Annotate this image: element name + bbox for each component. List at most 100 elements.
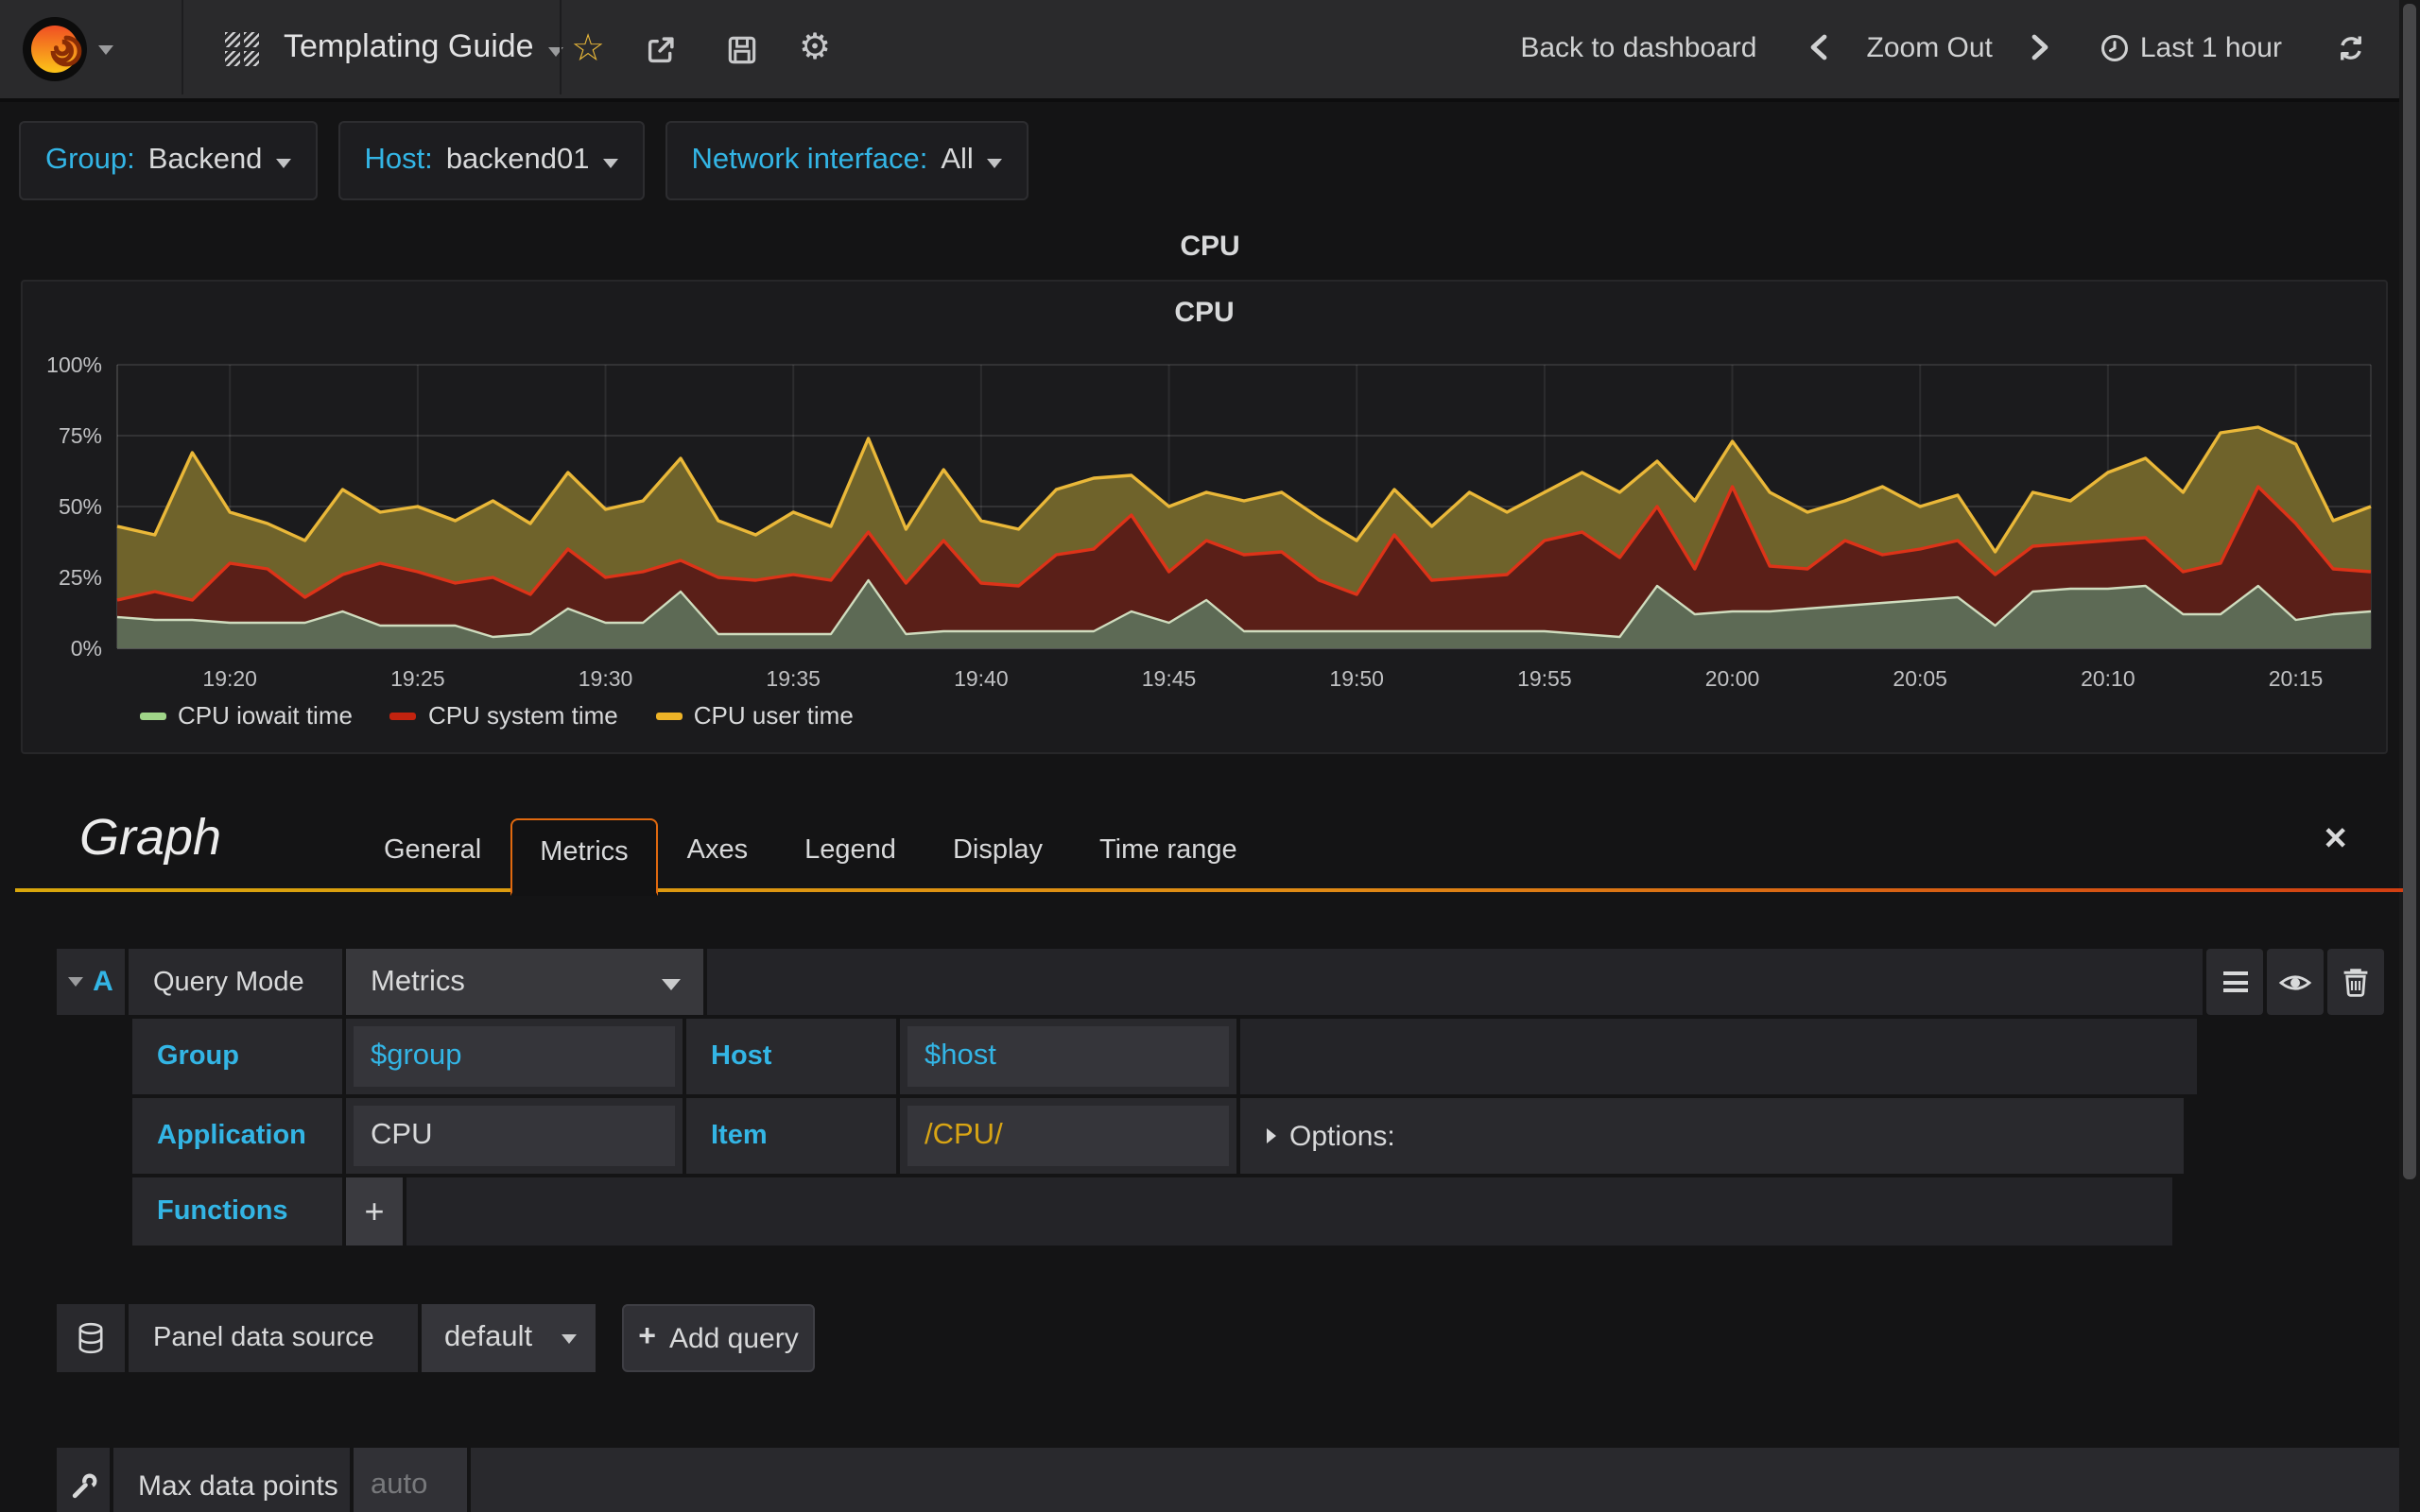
query-mode-select[interactable]: Metrics (346, 949, 703, 1015)
chevron-down-icon (275, 158, 291, 167)
share-icon[interactable] (641, 30, 679, 68)
group-value: $group (354, 1026, 675, 1087)
svg-text:100%: 100% (46, 357, 102, 377)
chevron-down-icon (662, 978, 681, 989)
item-field[interactable]: /CPU/ (900, 1098, 1236, 1174)
time-range-picker[interactable]: Last 1 hour (2099, 31, 2282, 63)
row-spacer (471, 1448, 2420, 1512)
max-data-points-row: Max data points (57, 1448, 2420, 1512)
save-icon[interactable] (722, 30, 760, 68)
chevron-right-icon (1267, 1128, 1276, 1143)
variable-label: Group: (45, 144, 135, 176)
add-function-button[interactable]: + (346, 1177, 403, 1246)
svg-text:19:50: 19:50 (1329, 666, 1384, 691)
tab-general[interactable]: General (384, 835, 482, 866)
clock-icon (2100, 34, 2128, 60)
query-collapse-toggle[interactable]: A (57, 949, 125, 1015)
tab-time-range[interactable]: Time range (1099, 835, 1237, 866)
panel-row-title[interactable]: CPU (1180, 231, 1240, 263)
chevron-down-icon (602, 158, 618, 167)
tab-legend[interactable]: Legend (804, 835, 896, 866)
host-field[interactable]: $host (900, 1019, 1236, 1094)
variable-host[interactable]: Host: backend01 (337, 121, 645, 200)
variable-network-interface[interactable]: Network interface: All (665, 121, 1028, 200)
datasource-label: Panel data source (129, 1304, 418, 1372)
datasource-row: Panel data source default + Add query (57, 1304, 815, 1372)
max-data-points-input[interactable] (354, 1469, 467, 1503)
query-mode-label: Query Mode (129, 949, 342, 1015)
options-toggle[interactable]: Options: (1240, 1098, 2184, 1174)
application-label: Application (132, 1098, 342, 1174)
panel-title[interactable]: CPU (1174, 297, 1235, 329)
group-field[interactable]: $group (346, 1019, 683, 1094)
series-swatch (389, 712, 417, 719)
query-mode-value: Metrics (371, 965, 465, 997)
svg-text:20:05: 20:05 (1893, 666, 1947, 691)
host-label: Host (686, 1019, 896, 1094)
query-row-application-item: Application CPU Item /CPU/ Options: (132, 1098, 2184, 1174)
navbar: Templating Guide ☆ ⚙ Back to dashboard Z… (0, 0, 2420, 102)
scrollbar[interactable] (2399, 0, 2420, 1512)
cpu-chart[interactable]: 0% 25% 50% 75% 100% 19:20 19:25 19:30 19:35 19:40… (26, 357, 2382, 694)
wrench-icon (71, 1472, 96, 1498)
application-value: CPU (354, 1106, 675, 1166)
variable-group[interactable]: Group: Backend (19, 121, 318, 200)
query-row-a: A Query Mode Metrics (57, 949, 2384, 1015)
svg-text:19:20: 19:20 (202, 666, 257, 691)
svg-text:19:35: 19:35 (766, 666, 821, 691)
chart-legend: CPU iowait time CPU system time CPU user… (140, 701, 854, 730)
tab-axes[interactable]: Axes (686, 835, 749, 866)
plus-icon: + (638, 1321, 656, 1353)
zoom-out-button[interactable]: Zoom Out (1866, 31, 1993, 63)
group-label: Group (132, 1019, 342, 1094)
datasource-icon-cell (57, 1304, 125, 1372)
panel-editor-header: Graph General Metrics Axes Legend Displa… (0, 794, 2420, 896)
divider (560, 0, 562, 94)
svg-text:19:55: 19:55 (1517, 666, 1572, 691)
svg-text:50%: 50% (59, 494, 102, 519)
max-data-points-field[interactable] (354, 1448, 467, 1512)
tab-metrics[interactable]: Metrics (510, 818, 659, 896)
svg-text:19:25: 19:25 (390, 666, 445, 691)
gear-icon[interactable]: ⚙ (798, 28, 832, 68)
back-to-dashboard-button[interactable]: Back to dashboard (1520, 31, 1757, 63)
series-label: CPU system time (427, 701, 618, 730)
row-spacer (1240, 1019, 2197, 1094)
query-delete-button[interactable] (2327, 949, 2384, 1015)
close-icon[interactable]: ✕ (2323, 824, 2348, 856)
dashboard-title[interactable]: Templating Guide (284, 28, 534, 64)
datasource-select[interactable]: default (422, 1304, 596, 1372)
chevron-down-icon (986, 158, 1002, 167)
query-row-group-host: Group $group Host $host (132, 1019, 2197, 1094)
item-value: /CPU/ (908, 1106, 1229, 1166)
legend-item[interactable]: CPU user time (655, 701, 854, 730)
grafana-logo[interactable] (19, 13, 113, 85)
item-label: Item (686, 1098, 896, 1174)
svg-text:20:00: 20:00 (1705, 666, 1760, 691)
time-shift-left-button[interactable] (1806, 32, 1833, 62)
variable-label: Network interface: (691, 144, 928, 176)
legend-item[interactable]: CPU system time (389, 701, 618, 730)
scrollbar-thumb[interactable] (2403, 4, 2416, 1179)
time-shift-right-button[interactable] (2027, 32, 2053, 62)
query-row-functions: Functions + (132, 1177, 2172, 1246)
editor-tabs: General Metrics Axes Legend Display Time… (355, 794, 1266, 896)
variable-label: Host: (364, 144, 433, 176)
tab-display[interactable]: Display (952, 835, 1044, 866)
legend-item[interactable]: CPU iowait time (140, 701, 353, 730)
add-query-button[interactable]: + Add query (622, 1304, 815, 1372)
star-icon[interactable]: ☆ (571, 28, 605, 70)
svg-text:25%: 25% (59, 565, 102, 590)
svg-text:20:10: 20:10 (2081, 666, 2135, 691)
database-icon (78, 1321, 103, 1353)
refresh-button[interactable] (2335, 31, 2367, 63)
query-menu-button[interactable] (2206, 949, 2263, 1015)
chevron-down-icon (562, 1334, 577, 1344)
svg-text:19:45: 19:45 (1142, 666, 1197, 691)
trash-icon (2343, 969, 2368, 997)
query-toggle-visibility-button[interactable] (2267, 949, 2324, 1015)
series-swatch (140, 712, 166, 719)
divider (182, 0, 183, 94)
navbar-right: Back to dashboard Zoom Out Last 1 hour (1520, 0, 2367, 94)
application-field[interactable]: CPU (346, 1098, 683, 1174)
